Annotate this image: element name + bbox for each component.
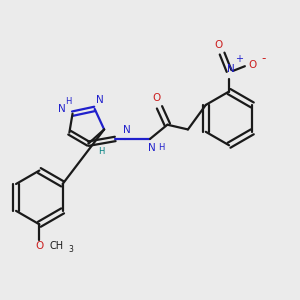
Text: H: H (99, 147, 105, 156)
Text: N: N (58, 104, 65, 114)
Text: H: H (158, 143, 164, 152)
Text: CH: CH (50, 242, 64, 251)
Text: -: - (262, 52, 266, 65)
Text: O: O (215, 40, 223, 50)
Text: N: N (148, 143, 155, 153)
Text: O: O (249, 60, 257, 70)
Text: N: N (95, 95, 103, 105)
Text: N: N (123, 125, 131, 135)
Text: O: O (152, 94, 160, 103)
Text: +: + (235, 54, 242, 64)
Text: 3: 3 (68, 245, 74, 254)
Text: O: O (35, 242, 44, 251)
Text: H: H (66, 97, 72, 106)
Text: N: N (227, 64, 235, 74)
